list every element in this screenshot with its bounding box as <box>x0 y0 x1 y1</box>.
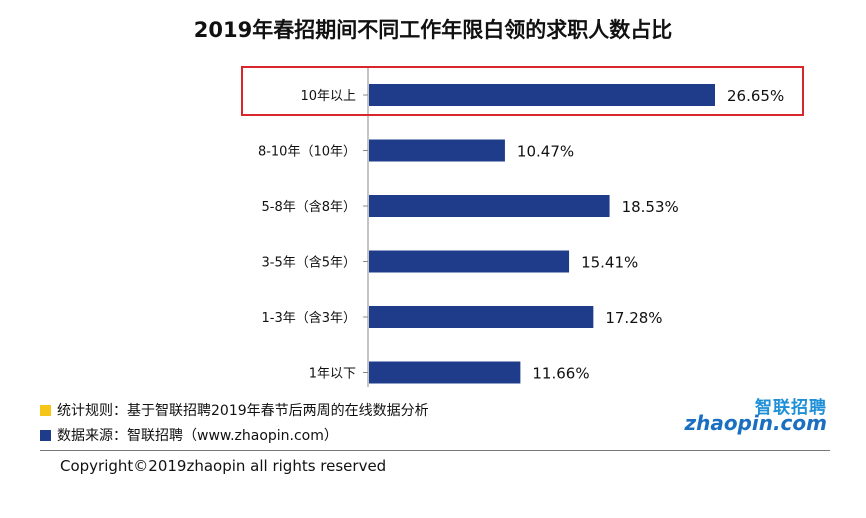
yellow-square-icon <box>40 405 51 416</box>
bar <box>369 361 521 384</box>
category-label: 8-10年（10年） <box>258 145 356 160</box>
bar <box>369 139 505 162</box>
category-label: 1年以下 <box>309 367 356 382</box>
divider <box>40 450 830 451</box>
category-label: 1-3年（含3年） <box>261 310 356 326</box>
blue-square-icon <box>40 430 51 441</box>
value-label: 10.47% <box>517 143 574 161</box>
highlight-box <box>241 66 804 116</box>
copyright-text: Copyright©2019zhaopin all rights reserve… <box>60 457 387 475</box>
bar <box>369 84 715 106</box>
value-label: 11.66% <box>532 365 589 383</box>
logo-en-text: zhaopin.com <box>684 411 827 435</box>
rule-note: 统计规则：基于智联招聘2019年春节后两周的在线数据分析 <box>40 400 429 420</box>
category-label: 5-8年（含8年） <box>261 199 356 215</box>
category-label: 10年以上 <box>300 89 356 104</box>
bar-chart: 10年以上 26.65% 8-10年（10年） 10.47% 5-8年（含8年） 18.5… <box>258 68 784 387</box>
value-label: 15.41% <box>581 254 638 272</box>
bar <box>369 195 610 217</box>
source-note: 数据来源：智联招聘（www.zhaopin.com） <box>40 425 338 445</box>
bar <box>369 306 594 328</box>
zhaopin-logo: 智联招聘 zhaopin.com <box>684 393 835 438</box>
chart-title: 2019年春招期间不同工作年限白领的求职人数占比 <box>193 18 673 42</box>
category-label: 3-5年（含5年） <box>261 255 356 271</box>
source-note-text: 数据来源：智联招聘（www.zhaopin.com） <box>57 428 338 444</box>
value-label: 18.53% <box>622 198 679 216</box>
logo-cn-text: 智联招聘 <box>755 398 827 418</box>
rule-note-text: 统计规则：基于智联招聘2019年春节后两周的在线数据分析 <box>57 403 429 419</box>
value-label: 17.28% <box>605 309 662 327</box>
bar <box>369 250 570 273</box>
value-label: 26.65% <box>727 87 784 105</box>
